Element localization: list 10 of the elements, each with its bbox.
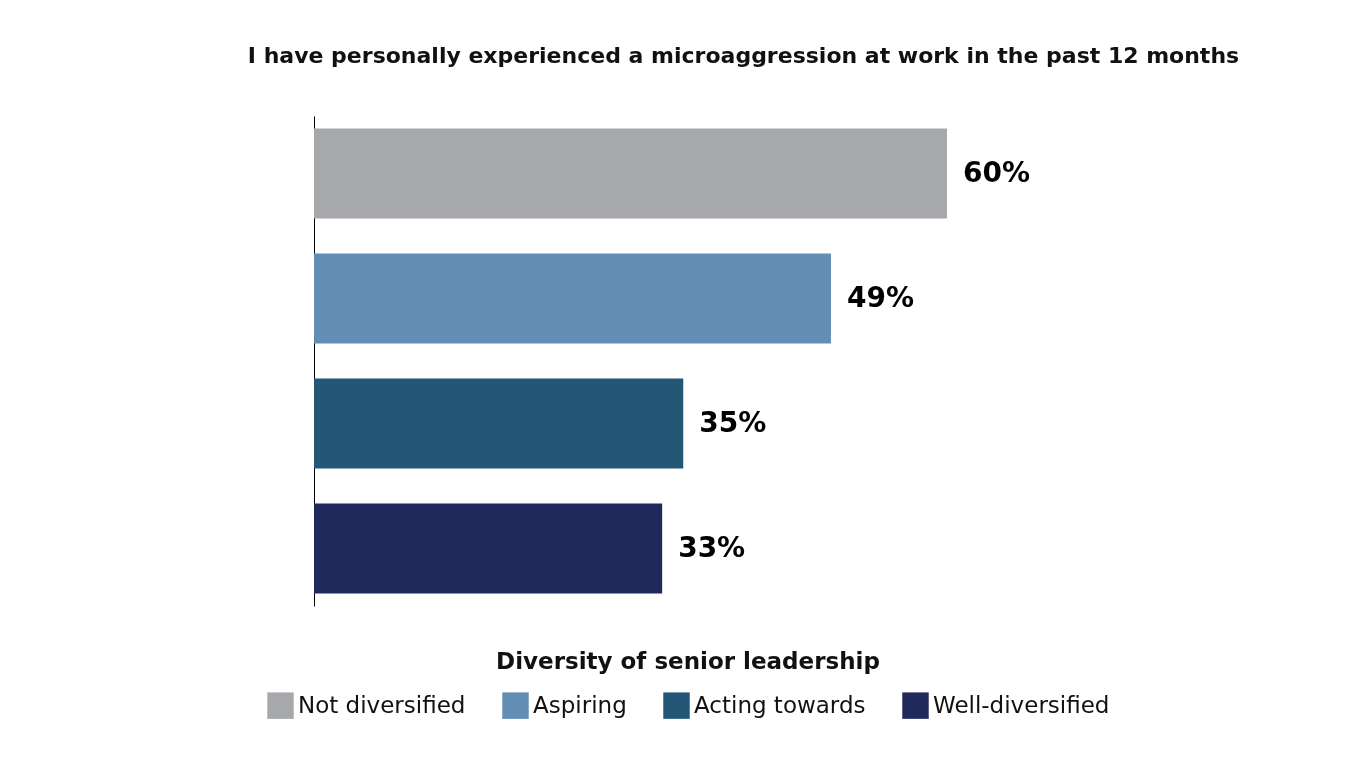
data-label: 35% xyxy=(699,405,767,439)
legend-label: Aspiring xyxy=(533,691,627,718)
legend-label: Acting towards xyxy=(694,691,866,718)
data-label: 49% xyxy=(846,280,914,314)
legend-label: Well-diversified xyxy=(933,691,1110,718)
legend-label: Not diversified xyxy=(298,691,466,718)
legend-title: Diversity of senior leadership xyxy=(496,648,880,674)
data-label: 60% xyxy=(963,155,1031,189)
chart-title: I have personally experienced a microaggression at work in the past 12 months xyxy=(247,43,1240,68)
data-label: 33% xyxy=(678,530,746,564)
